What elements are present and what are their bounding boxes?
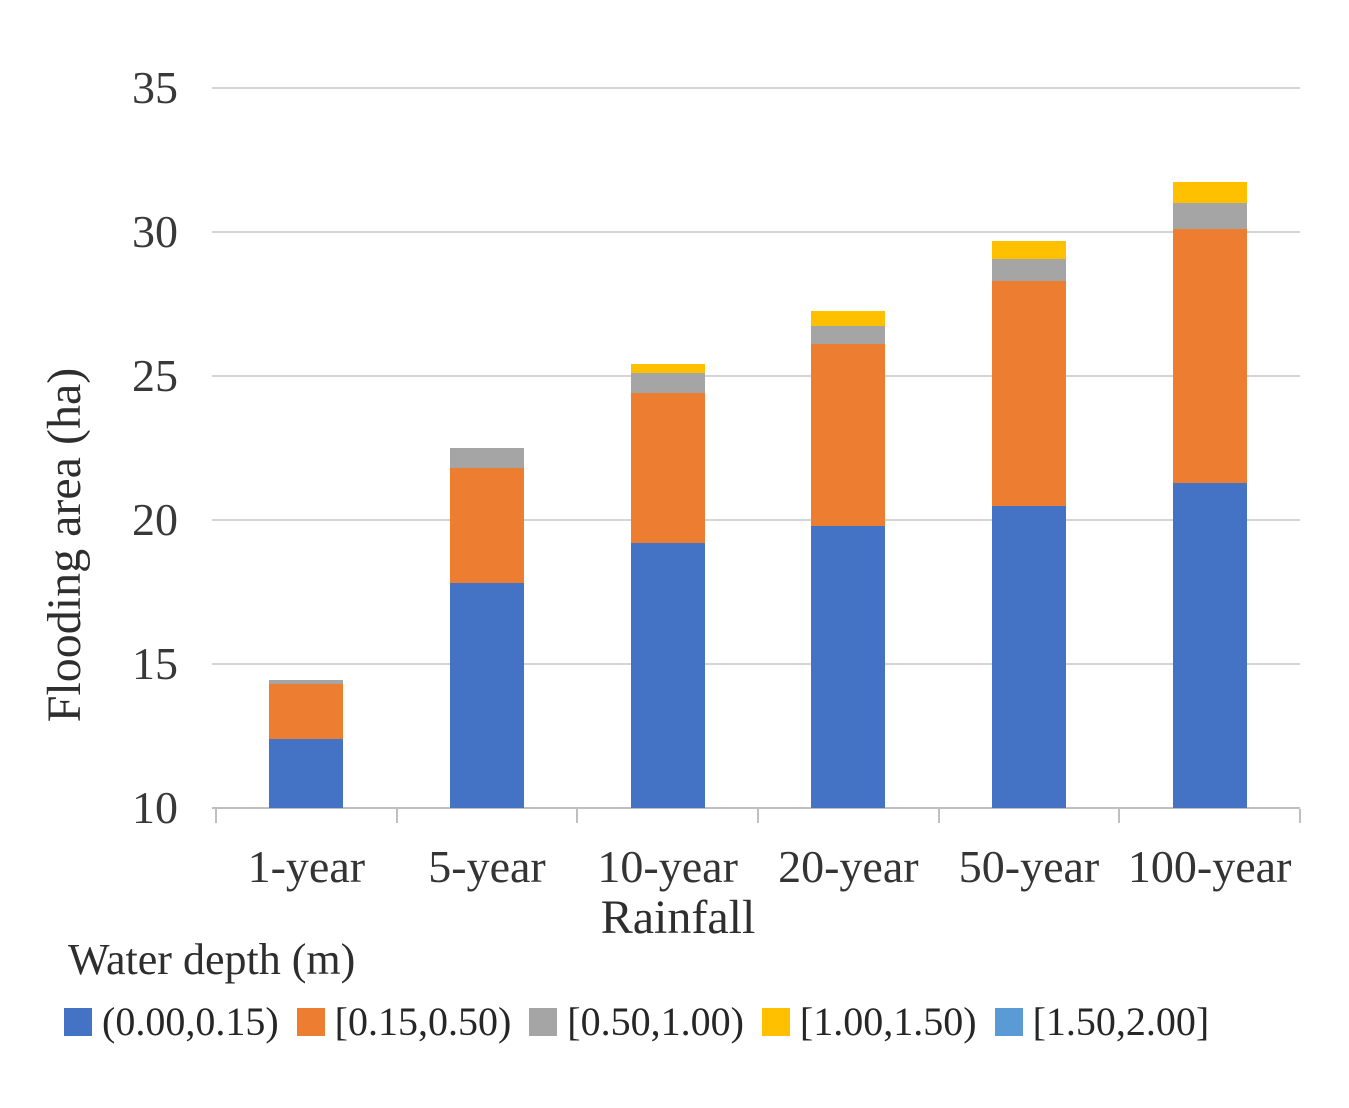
bar-segment-50-year-(0.00,0.15) [992,505,1066,808]
bar-segment-5-year-[0.15,0.50) [450,468,524,584]
gridline-35 [212,87,1300,89]
legend-item-[0.15,0.50): [0.15,0.50) [296,999,512,1044]
y-tick-label-10: 10 [132,782,178,833]
legend-swatch [529,1008,558,1036]
legend-label: [0.50,1.00) [567,999,744,1044]
legend-item-[1.00,1.50): [1.00,1.50) [761,999,977,1044]
x-axis-tickmark [1299,809,1301,823]
legend-swatch [64,1008,92,1036]
bar-segment-10-year-(0.00,0.15) [630,543,705,808]
bar-segment-10-year-[0.15,0.50) [630,393,705,544]
x-axis-tickmark [937,809,940,823]
legend-item-[1.50,2.00]: [1.50,2.00] [994,999,1210,1044]
y-tick-label-30: 30 [132,206,178,257]
bar-segment-50-year-[0.15,0.50) [992,280,1066,506]
bar-segment-1-year-(0.00,0.15) [269,738,344,808]
x-axis-labels: 1-year 5-year 10-year 20-year 50-year 100-yea… [216,841,1300,902]
x-axis-tickmark [576,809,579,823]
x-axis-tickmark [215,809,217,823]
bar-segment-10-year-[0.50,1.00) [630,373,705,394]
bar-segment-50-year-[0.50,1.00) [992,259,1066,281]
gridline-30 [212,231,1300,233]
legend-swatch [994,1008,1023,1036]
x-axis-title: Rainfall [600,891,756,944]
legend-label: (0.00,0.15) [102,999,279,1044]
gridline-20 [212,519,1300,521]
legend: (0.00,0.15) [0.15,0.50) [0.50,1.00) [1.00,1… [64,1000,1209,1044]
legend-item-[0.50,1.00): [0.50,1.00) [529,1000,744,1044]
bar-segment-100-year-(0.00,0.15) [1172,482,1247,808]
x-tick-label-50-year: 50-year [958,841,1100,892]
y-tick-label-25: 25 [132,350,178,401]
bar-segment-5-year-[0.50,1.00) [450,448,524,469]
bar-segment-1-year-[0.50,1.00) [269,679,344,685]
x-tick-label-5-year: 5-year [428,841,546,892]
bar-segment-100-year-[0.50,1.00) [1172,203,1247,230]
legend-label: [1.00,1.50) [799,999,977,1044]
bar-segment-100-year-[0.15,0.50) [1172,229,1247,483]
bar-segment-20-year-[1.00,1.50) [811,311,886,326]
x-axis-tickmark [1118,809,1121,823]
y-tick-label-20: 20 [132,494,178,545]
x-axis-tickmark [395,809,398,823]
bar-segment-100-year-[1.00,1.50) [1172,181,1247,204]
x-tick-label-20-year: 20-year [778,841,919,892]
bar-segment-5-year-(0.00,0.15) [450,583,524,808]
gridline-25 [212,375,1300,377]
legend-label: [0.15,0.50) [334,999,512,1044]
bar-segment-10-year-[1.00,1.50) [630,364,705,374]
y-tick-label-35: 35 [132,62,178,113]
x-tick-label-10-year: 10-year [597,841,738,892]
x-axis-line [212,807,1300,809]
x-axis-tickmark [757,809,759,823]
bar-segment-1-year-[0.15,0.50) [269,684,344,739]
legend-swatch [761,1008,790,1036]
bar-segment-20-year-[0.15,0.50) [811,344,886,526]
x-tick-label-1-year: 1-year [247,841,366,892]
legend-label: [1.50,2.00] [1032,999,1210,1044]
bar-segment-50-year-[1.00,1.50) [992,240,1066,260]
legend-item-(0.00,0.15): (0.00,0.15) [64,1000,279,1044]
legend-title: Water depth (m) [68,935,356,984]
bar-segment-20-year-(0.00,0.15) [811,525,886,808]
gridline-15 [212,663,1300,665]
plot-area: 10 15 20 25 30 35 [132,65,1301,831]
y-tick-label-15: 15 [132,638,178,689]
y-axis-title: Flooding area (ha) [38,367,91,723]
legend-swatch [296,1008,325,1036]
bar-segment-20-year-[0.50,1.00) [811,325,886,345]
x-tick-label-100-year: 100-year [1127,841,1292,892]
